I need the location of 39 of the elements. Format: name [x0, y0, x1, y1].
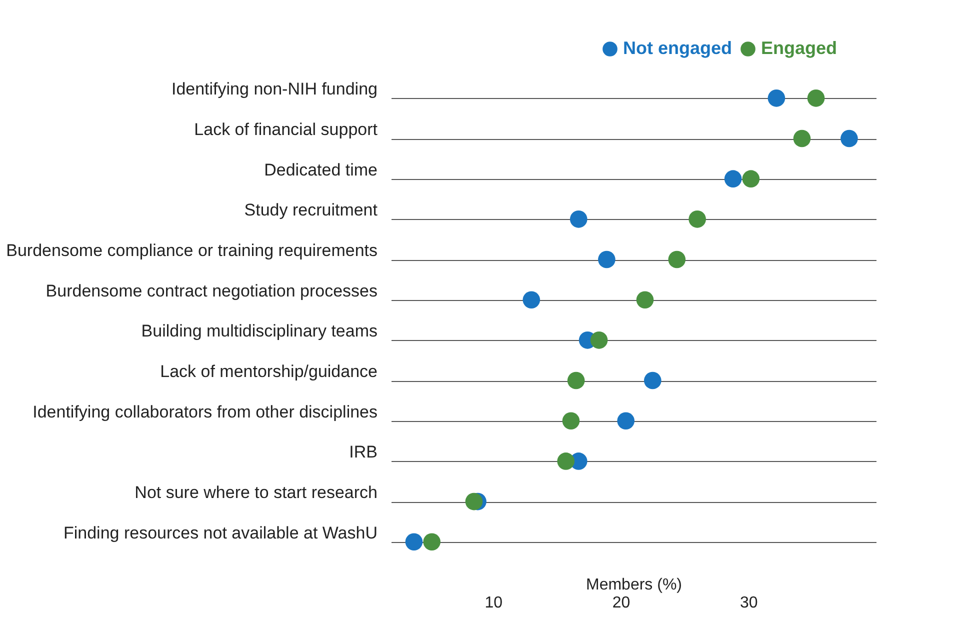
point [570, 210, 588, 228]
y-tick-label: Identifying collaborators from other disciplines [32, 402, 378, 422]
point [465, 492, 483, 510]
point [598, 250, 616, 268]
point [840, 130, 858, 148]
point [405, 533, 423, 551]
point [644, 372, 662, 390]
point [522, 291, 540, 308]
point [668, 250, 686, 268]
y-tick-label: IRB [349, 442, 378, 462]
y-tick-label: Burdensome compliance or training requirements [6, 241, 378, 260]
y-tick-label: Lack of mentorship/guidance [160, 362, 378, 382]
x-tick-label: 20 [612, 594, 630, 612]
point [567, 372, 585, 390]
y-tick-label: Burdensome contract negotiation processes [46, 281, 378, 300]
legend-label: Engaged [761, 38, 838, 58]
x-axis-title: Members (%) [586, 576, 682, 594]
point [724, 170, 742, 188]
point [557, 452, 575, 470]
y-tick-label: Dedicated time [264, 160, 378, 180]
point [793, 130, 811, 148]
point [807, 90, 825, 107]
point [768, 90, 786, 107]
y-tick-label: Study recruitment [244, 200, 378, 220]
point [562, 412, 580, 430]
y-tick-label: Lack of financial support [194, 120, 378, 140]
y-tick-label: Not sure where to start research [134, 483, 378, 502]
x-tick-label: 30 [740, 594, 758, 612]
point [688, 210, 706, 228]
y-tick-label: Finding resources not available at WashU [63, 523, 378, 542]
point [617, 412, 634, 430]
point [742, 170, 760, 188]
y-tick-label: Identifying non-NIH funding [171, 80, 378, 99]
x-tick-label: 10 [484, 594, 503, 612]
point [636, 291, 654, 308]
point [590, 332, 608, 349]
y-tick-label: Building multidisciplinary teams [141, 322, 378, 341]
point [423, 533, 440, 551]
legend-label: Not engaged [623, 38, 732, 58]
